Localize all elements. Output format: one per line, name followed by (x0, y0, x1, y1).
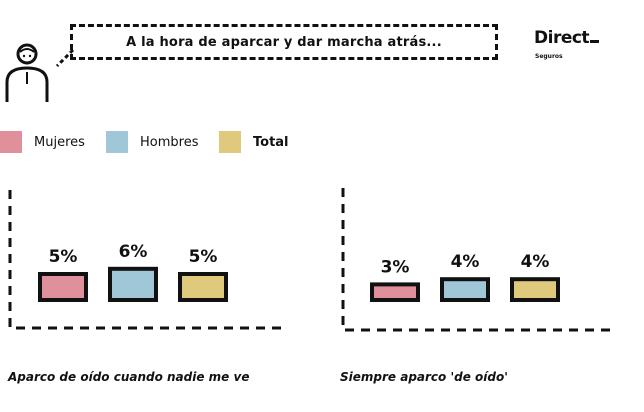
bar-g2-total (510, 277, 560, 302)
caption-group-1: Aparco de oído cuando nadie me ve (8, 370, 250, 384)
bar-g2-mujeres (370, 282, 420, 303)
legend-label-total: Total (253, 134, 289, 150)
data-label-g1-hombres: 6% (119, 242, 148, 262)
question-text: A la hora de aparcar y dar marcha atrás.… (126, 34, 442, 50)
legend-item-hombres: Hombres (106, 131, 198, 153)
data-label-g2-hombres: 4% (451, 252, 480, 272)
data-label-g1-mujeres: 5% (49, 247, 78, 267)
legend-swatch-hombres (106, 131, 128, 153)
caption-group-2: Siempre aparco 'de oído' (340, 370, 508, 384)
bar-chart: 5% 6% 5% 3% 4% 4% (8, 188, 610, 332)
legend-swatch-total (219, 131, 241, 153)
brand-name: Direct (534, 28, 590, 48)
bar-g1-total (178, 272, 228, 302)
speech-bubble: A la hora de aparcar y dar marcha atrás.… (70, 24, 498, 60)
brand-logo: Direct (534, 28, 600, 48)
legend-label-mujeres: Mujeres (34, 134, 85, 150)
data-label-g1-total: 5% (189, 247, 218, 267)
bar-g1-mujeres (38, 272, 88, 302)
legend-swatch-mujeres (0, 131, 22, 153)
legend-label-hombres: Hombres (140, 134, 199, 150)
legend-item-mujeres: Mujeres (0, 131, 85, 153)
group-frame-2 (341, 188, 610, 332)
brand-subtitle: Seguros (535, 53, 563, 60)
bar-g1-hombres (108, 266, 158, 303)
brand-dot-icon (590, 40, 600, 43)
data-label-g2-mujeres: 3% (381, 257, 410, 277)
bar-g2-hombres (440, 277, 490, 302)
legend-item-total: Total (219, 131, 289, 153)
data-label-g2-total: 4% (521, 252, 550, 272)
person-icon (5, 43, 49, 102)
